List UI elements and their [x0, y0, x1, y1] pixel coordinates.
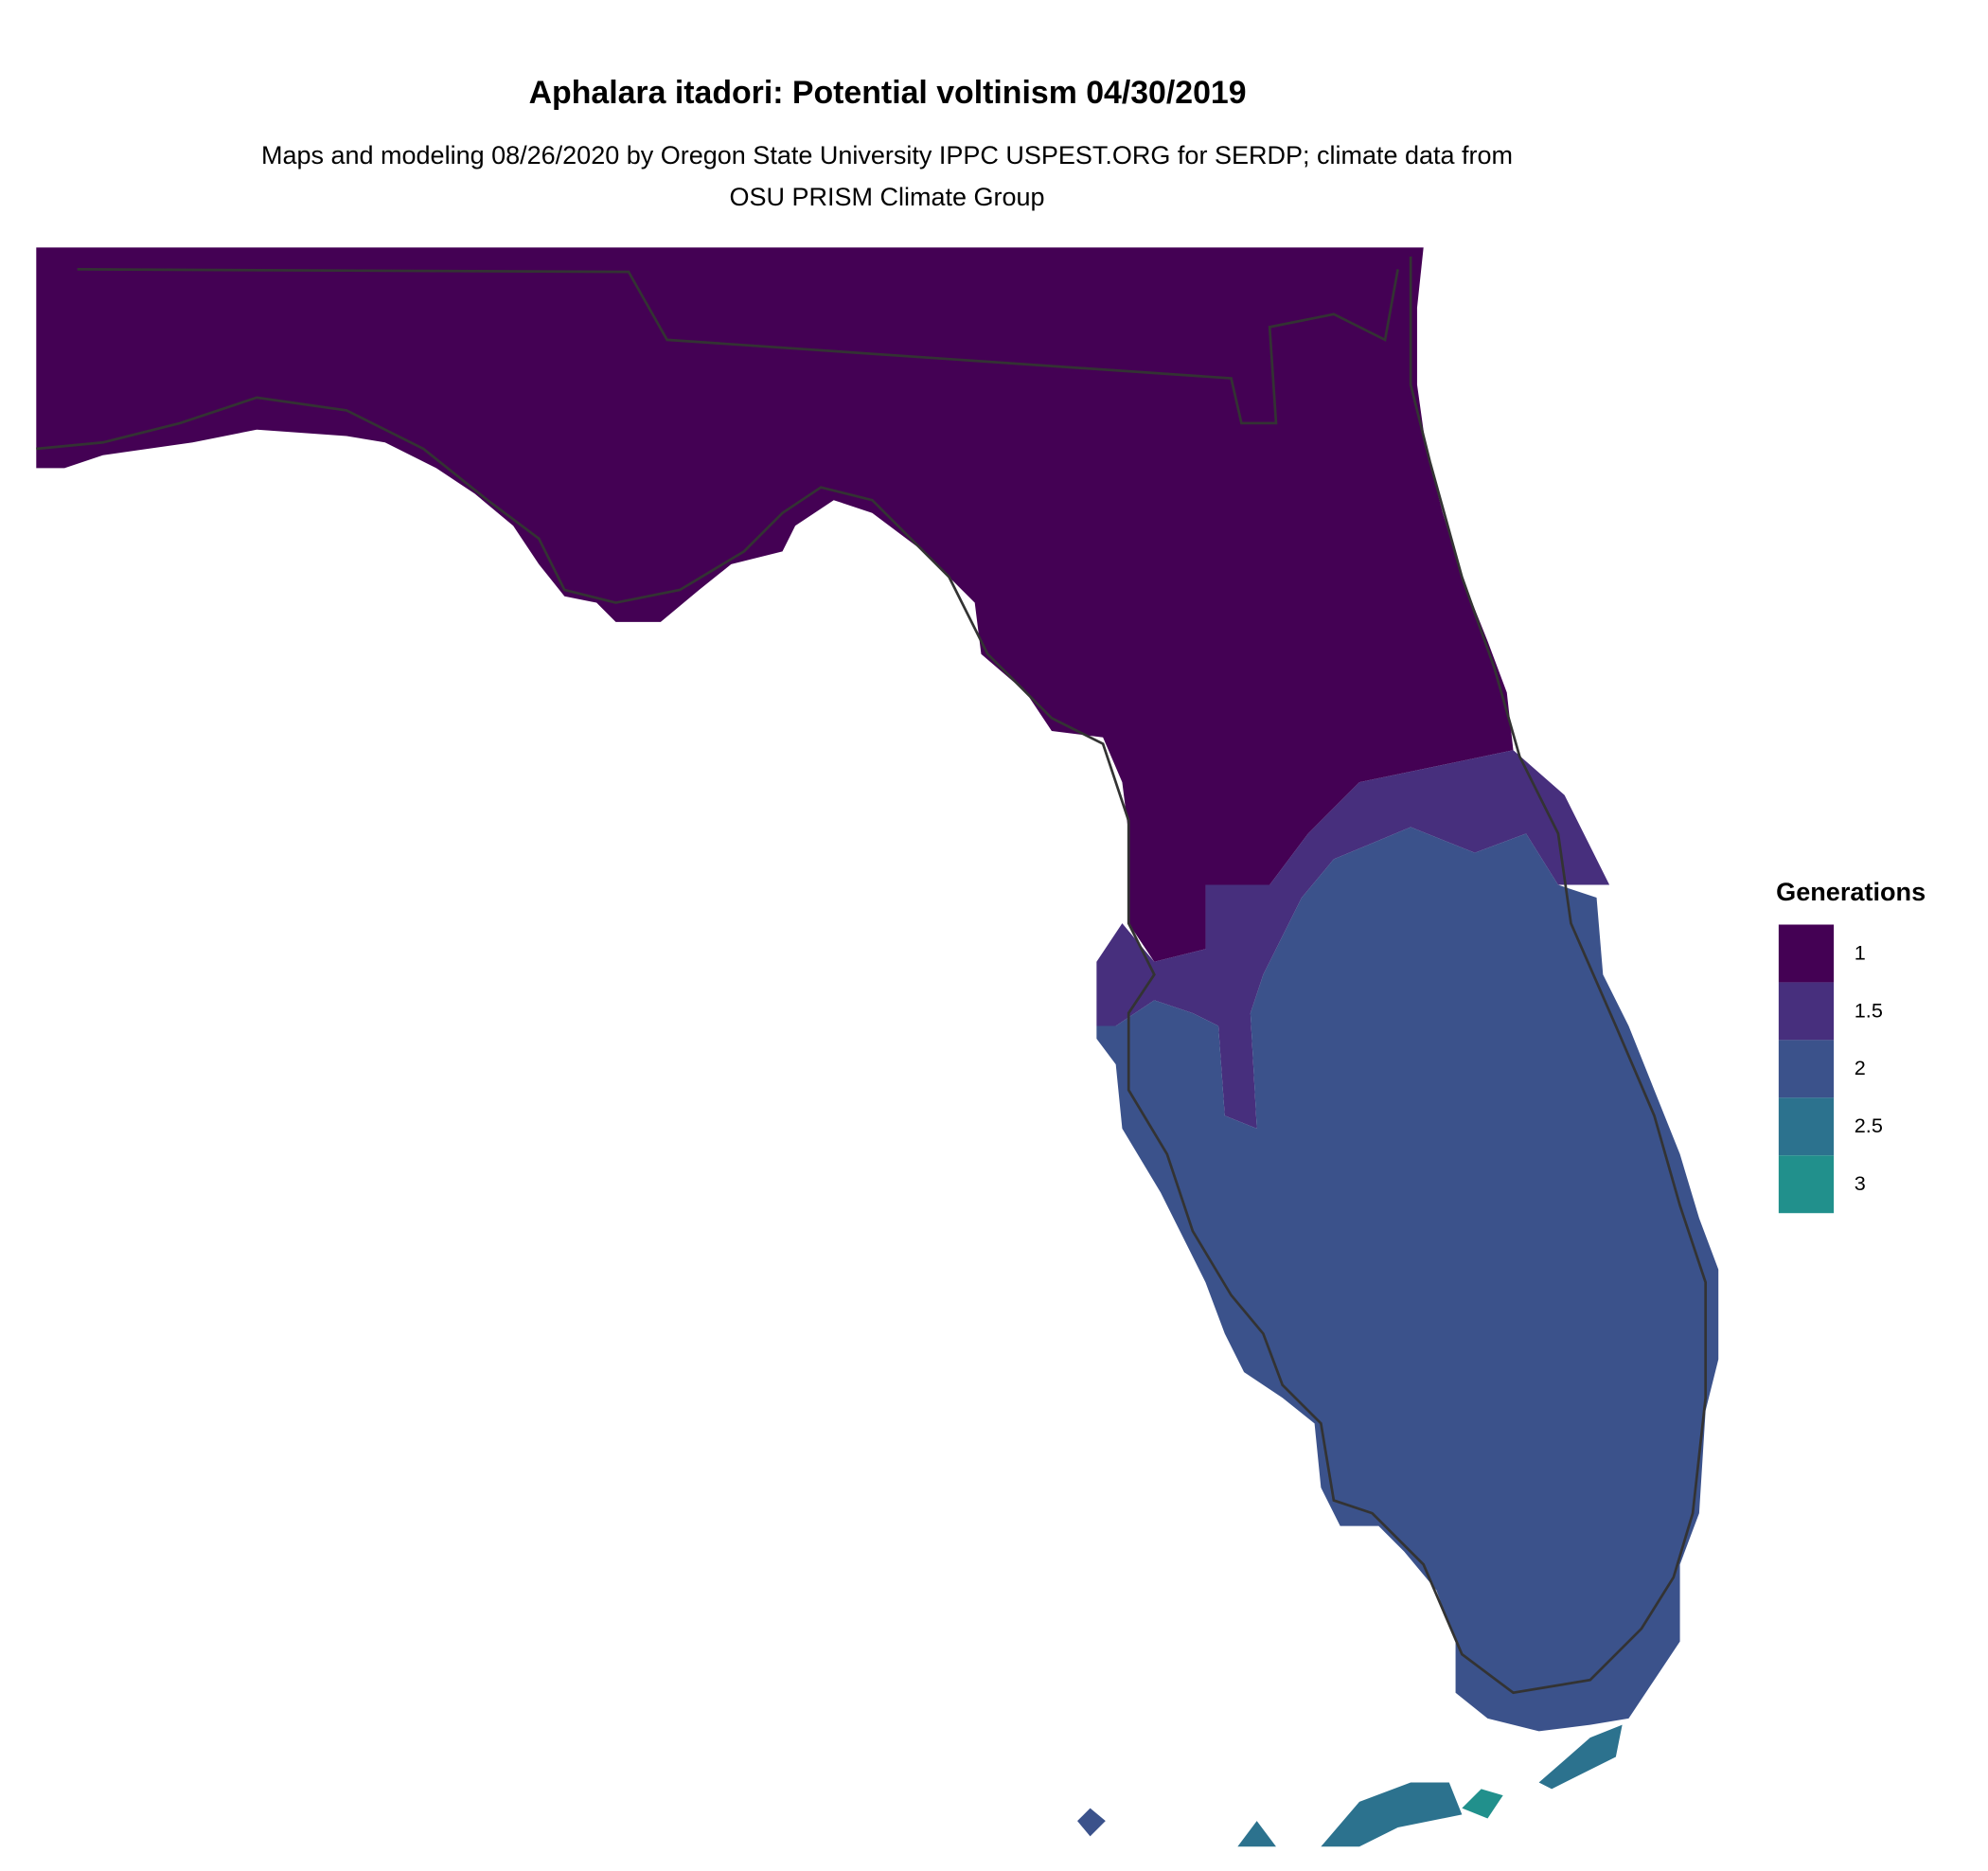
state-border — [77, 268, 1399, 425]
region — [1538, 1724, 1623, 1790]
region — [1237, 1821, 1276, 1847]
legend: 1 1.5 2 2.5 3 — [1778, 924, 1883, 1214]
map-title: Aphalara itadori: Potential voltinism 04… — [529, 75, 1247, 111]
subtitle: Maps and modeling 08/26/2020 by Oregon S… — [260, 141, 1514, 211]
coastline — [36, 256, 1708, 1695]
region — [36, 247, 1514, 962]
legend-swatch — [1778, 1040, 1835, 1098]
legend-swatch — [1778, 924, 1835, 983]
boundaries — [36, 256, 1708, 1695]
region — [1321, 1782, 1463, 1847]
legend-label: 1 — [1855, 940, 1866, 964]
legend-label: 2.5 — [1855, 1114, 1883, 1137]
legend-label: 1.5 — [1855, 998, 1883, 1022]
legend-label: 2 — [1855, 1056, 1866, 1079]
regions — [36, 247, 1719, 1847]
legend-swatch — [1778, 1097, 1835, 1156]
region — [1096, 750, 1610, 1129]
region — [1096, 827, 1719, 1732]
legend-label: 3 — [1855, 1171, 1866, 1195]
legend-title: Generations — [1776, 877, 1926, 906]
legend-swatch — [1778, 982, 1835, 1041]
legend-swatch — [1778, 1155, 1835, 1214]
region — [1462, 1789, 1503, 1819]
region — [1077, 1808, 1106, 1837]
